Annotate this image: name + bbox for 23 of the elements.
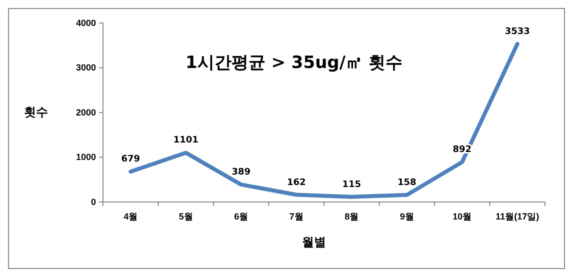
y-tick-label: 0 — [90, 196, 96, 207]
y-tick-label: 3000 — [76, 62, 96, 73]
data-label: 162 — [286, 178, 306, 188]
x-tick-label: 6월 — [234, 211, 248, 222]
data-label: 158 — [397, 178, 416, 188]
data-label: 1101 — [173, 136, 198, 146]
text: 1시간평균 > 35ug/㎥ 횟수 — [186, 53, 402, 73]
y-tick-label: 2000 — [76, 107, 96, 118]
data-label: 389 — [232, 168, 251, 178]
y-tick-label: 1000 — [76, 152, 96, 162]
x-axis-title: 월별 — [302, 235, 326, 249]
data-label: 3533 — [504, 26, 530, 37]
x-tick-label: 5월 — [178, 211, 193, 222]
data-label: 679 — [121, 154, 140, 165]
x-tick-label: 10월 — [452, 211, 472, 222]
x-tick-label: 7월 — [289, 211, 304, 222]
x-tick-label: 4월 — [124, 211, 138, 222]
x-tick-label: 9월 — [400, 211, 414, 222]
x-tick-label: 8월 — [344, 211, 359, 222]
y-axis-title: 횟수 — [24, 105, 48, 119]
x-tick-label: 11월(17일) — [496, 211, 540, 222]
data-label: 115 — [342, 180, 362, 190]
y-tick-label: 4000 — [76, 18, 96, 28]
